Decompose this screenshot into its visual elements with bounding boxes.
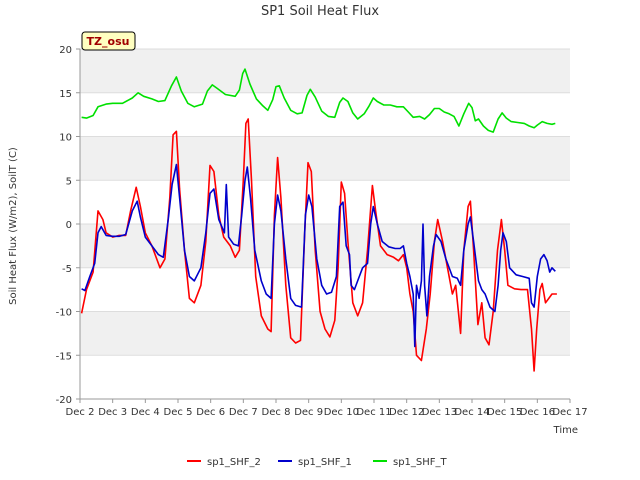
- x-tick-label: Dec 15: [487, 407, 522, 418]
- y-axis-ticks: -20 -15 -10 -5 0 5 10 15 20: [56, 45, 80, 406]
- y-tick-label: 5: [66, 176, 72, 187]
- plot-band: [80, 180, 570, 224]
- x-tick-label: Dec 10: [324, 407, 359, 418]
- plot-band: [80, 355, 570, 399]
- y-axis-label: Soil Heat Flux (W/m2), SoilT (C): [8, 147, 19, 305]
- x-tick-label: Dec 2: [66, 407, 95, 418]
- x-axis-ticks: Dec 2 Dec 3 Dec 4 Dec 5 Dec 6 Dec 7 Dec 8 Dec 9…: [66, 399, 588, 418]
- x-tick-label: Dec 11: [356, 407, 391, 418]
- y-tick-label: 15: [59, 89, 72, 100]
- legend: sp1_SHF_2 sp1_SHF_1 sp1_SHF_T: [187, 457, 448, 468]
- chart-title: SP1 Soil Heat Flux: [261, 4, 379, 19]
- plot-band: [80, 224, 570, 268]
- legend-label-sp1_SHF_1: sp1_SHF_1: [298, 457, 352, 468]
- x-tick-label: Dec 16: [520, 407, 555, 418]
- y-tick-label: -5: [62, 264, 72, 275]
- series-layer: [80, 68, 557, 372]
- series-line-sp1_SHF_1: [81, 163, 556, 348]
- y-tick-label: 0: [66, 220, 72, 231]
- x-axis-label: Time: [553, 425, 578, 436]
- x-tick-label: Dec 3: [98, 407, 127, 418]
- series-line-sp1_SHF_T: [81, 68, 556, 133]
- x-tick-label: Dec 7: [229, 407, 258, 418]
- y-tick-label: -20: [56, 395, 72, 406]
- station-badge-text: TZ_osu: [87, 35, 130, 48]
- y-tick-label: 10: [59, 133, 72, 144]
- x-tick-label: Dec 14: [454, 407, 489, 418]
- x-tick-label: Dec 17: [552, 407, 587, 418]
- x-tick-label: Dec 13: [422, 407, 457, 418]
- plot-band: [80, 49, 570, 93]
- station-badge-box: [81, 31, 136, 51]
- x-tick-label: Dec 4: [131, 407, 160, 418]
- y-tick-label: 20: [59, 45, 72, 56]
- y-tick-label: -10: [56, 308, 72, 319]
- x-tick-label: Dec 6: [196, 407, 225, 418]
- y-tick-label: -15: [56, 351, 72, 362]
- legend-label-sp1_SHF_2: sp1_SHF_2: [207, 457, 261, 468]
- legend-label-sp1_SHF_T: sp1_SHF_T: [393, 457, 448, 468]
- station-badge: TZ_osu: [81, 31, 136, 51]
- plot-area: [80, 49, 570, 399]
- x-tick-label: Dec 8: [262, 407, 291, 418]
- plot-band: [80, 136, 570, 181]
- series-line-sp1_SHF_2: [80, 118, 557, 372]
- x-tick-label: Dec 12: [389, 407, 424, 418]
- plot-band: [80, 311, 570, 356]
- x-tick-label: Dec 9: [294, 407, 323, 418]
- x-tick-label: Dec 5: [164, 407, 193, 418]
